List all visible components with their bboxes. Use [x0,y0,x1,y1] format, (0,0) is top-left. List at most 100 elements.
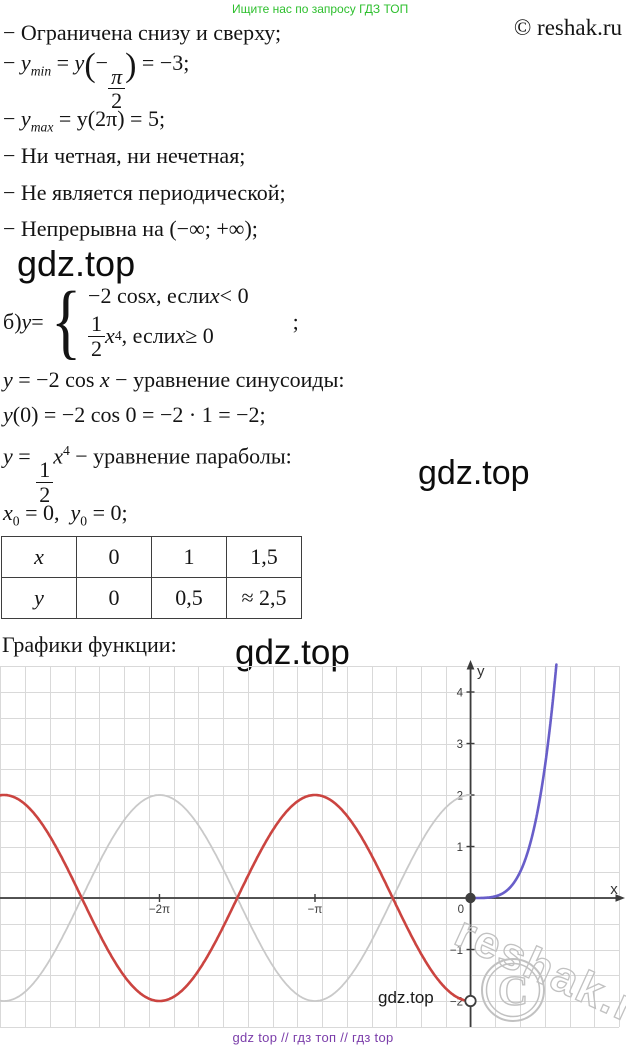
coef: −2 cos [88,283,147,308]
copyright-c: C [498,969,528,1015]
curve-red-cosine [0,793,472,1003]
x-axis-label: x [610,881,618,898]
table-row-x: x 0 1 1,5 [1,536,302,578]
y-axis-arrow [466,660,475,670]
var-x: x [99,367,110,392]
right-paren: ) [125,47,137,84]
sub-0: 0 [12,513,20,529]
exponent: 4 [114,328,122,344]
table-cell: 1 [151,536,227,578]
case-1: −2 cos x , если x < 0 [88,283,249,309]
var-y: y [20,49,31,75]
comment: − уравнение параболы: [69,443,292,469]
value: = 0; [87,500,128,525]
item-label: б) [3,308,22,334]
var-y: y [74,49,85,75]
y-tick-label: 3 [457,739,463,751]
gdz-watermark-3: gdz.top [235,633,350,672]
var-x: x [175,323,186,349]
var-y: y [3,367,13,392]
var-x: x [53,443,63,469]
property-parity: − Ни четная, ни нечетная; [3,143,246,168]
var-x: x [3,500,13,525]
table-cell: 0 [76,536,152,578]
promo-banner: Ищите нас по запросу ГДЗ ТОП [232,2,409,16]
dash: − [3,49,21,75]
sub-max: max [30,119,54,135]
gdz-watermark-1: gdz.top [17,243,136,284]
x-tick-label: −π [308,904,323,916]
parabola-line: y = 1 2 x4 − уравнение параболы: [3,443,292,506]
exponent: 4 [62,443,70,458]
table-cell: 0 [76,577,152,619]
property-ymin: − ymin = y(− π 2) = −3; [3,49,189,113]
var-x: x [146,283,157,308]
x-axis-arrow [615,894,625,902]
dash: − [3,106,21,131]
numerator: 1 [91,311,103,336]
var-y: y [21,308,32,334]
footer-links[interactable]: gdz top // гдз топ // гдз top [232,1030,394,1045]
comment: − уравнение синусоиды: [109,367,345,392]
denominator: 2 [36,481,54,507]
table-row-y: y 0 0,5 ≈ 2,5 [1,577,302,619]
point-filled-origin [465,892,476,904]
condition: , если [156,283,210,308]
sinusoid-line: y = −2 cos x − уравнение синусоиды: [3,367,345,393]
expression: = −2 cos [12,367,100,392]
property-bounded: − Ограничена снизу и сверху; [3,20,282,45]
denominator: 2 [108,88,126,113]
semicolon: ; [292,308,299,334]
denominator: 2 [88,335,106,361]
condition: , если [121,323,176,349]
var-y: y [3,402,13,427]
row-header-x: x [1,536,77,578]
copyright-watermark: C [481,958,545,1022]
origin-label: 0 [458,904,464,916]
site-copyright: © reshak.ru [513,15,622,40]
equals: = [51,49,75,75]
inequality: < 0 [219,283,249,308]
inequality: ≥ 0 [185,323,214,349]
equals: = [31,308,44,334]
var-y: y [20,106,31,131]
table-cell: 0,5 [151,577,227,619]
gdz-watermark-graph: gdz.top [378,988,434,1007]
y-tick-label: 4 [457,688,464,700]
copyright-circle-outer [481,958,545,1022]
y-tick-label: 1 [457,842,463,854]
gdz-watermark-2: gdz.top [418,454,530,492]
y-axis-label: y [477,663,485,680]
sub-0: 0 [80,513,88,529]
var-x: x [105,323,115,349]
property-continuity: − Непрерывна на (−∞; +∞); [3,216,258,241]
y-tick-label: −1 [450,945,463,957]
var-y: y [70,500,81,525]
minus-sign: − [95,49,109,75]
point-open-discontinuity [464,994,477,1008]
vertex-line: x0 = 0, y0 = 0; [3,500,128,529]
sub-min: min [30,63,52,79]
system-brace: { [50,275,82,369]
value: = 0, [19,500,71,525]
table-cell: ≈ 2,5 [226,577,302,619]
x-tick-label: −2π [149,904,170,916]
expression: (0) = −2 cos 0 = −2 · 1 = −2; [12,402,266,427]
values-table: x 0 1 1,5 y 0 0,5 ≈ 2,5 [1,536,302,619]
left-paren: ( [84,47,96,84]
property-ymax: − ymax = y(2π) = 5; [3,106,165,135]
row-header-y: y [1,577,77,619]
graphs-caption: Графики функции: [2,632,177,657]
copyright-circle-inner [485,962,541,1018]
value: = y(2π) = 5; [53,106,166,131]
numerator: 1 [39,456,51,482]
var-y: y [3,443,13,469]
